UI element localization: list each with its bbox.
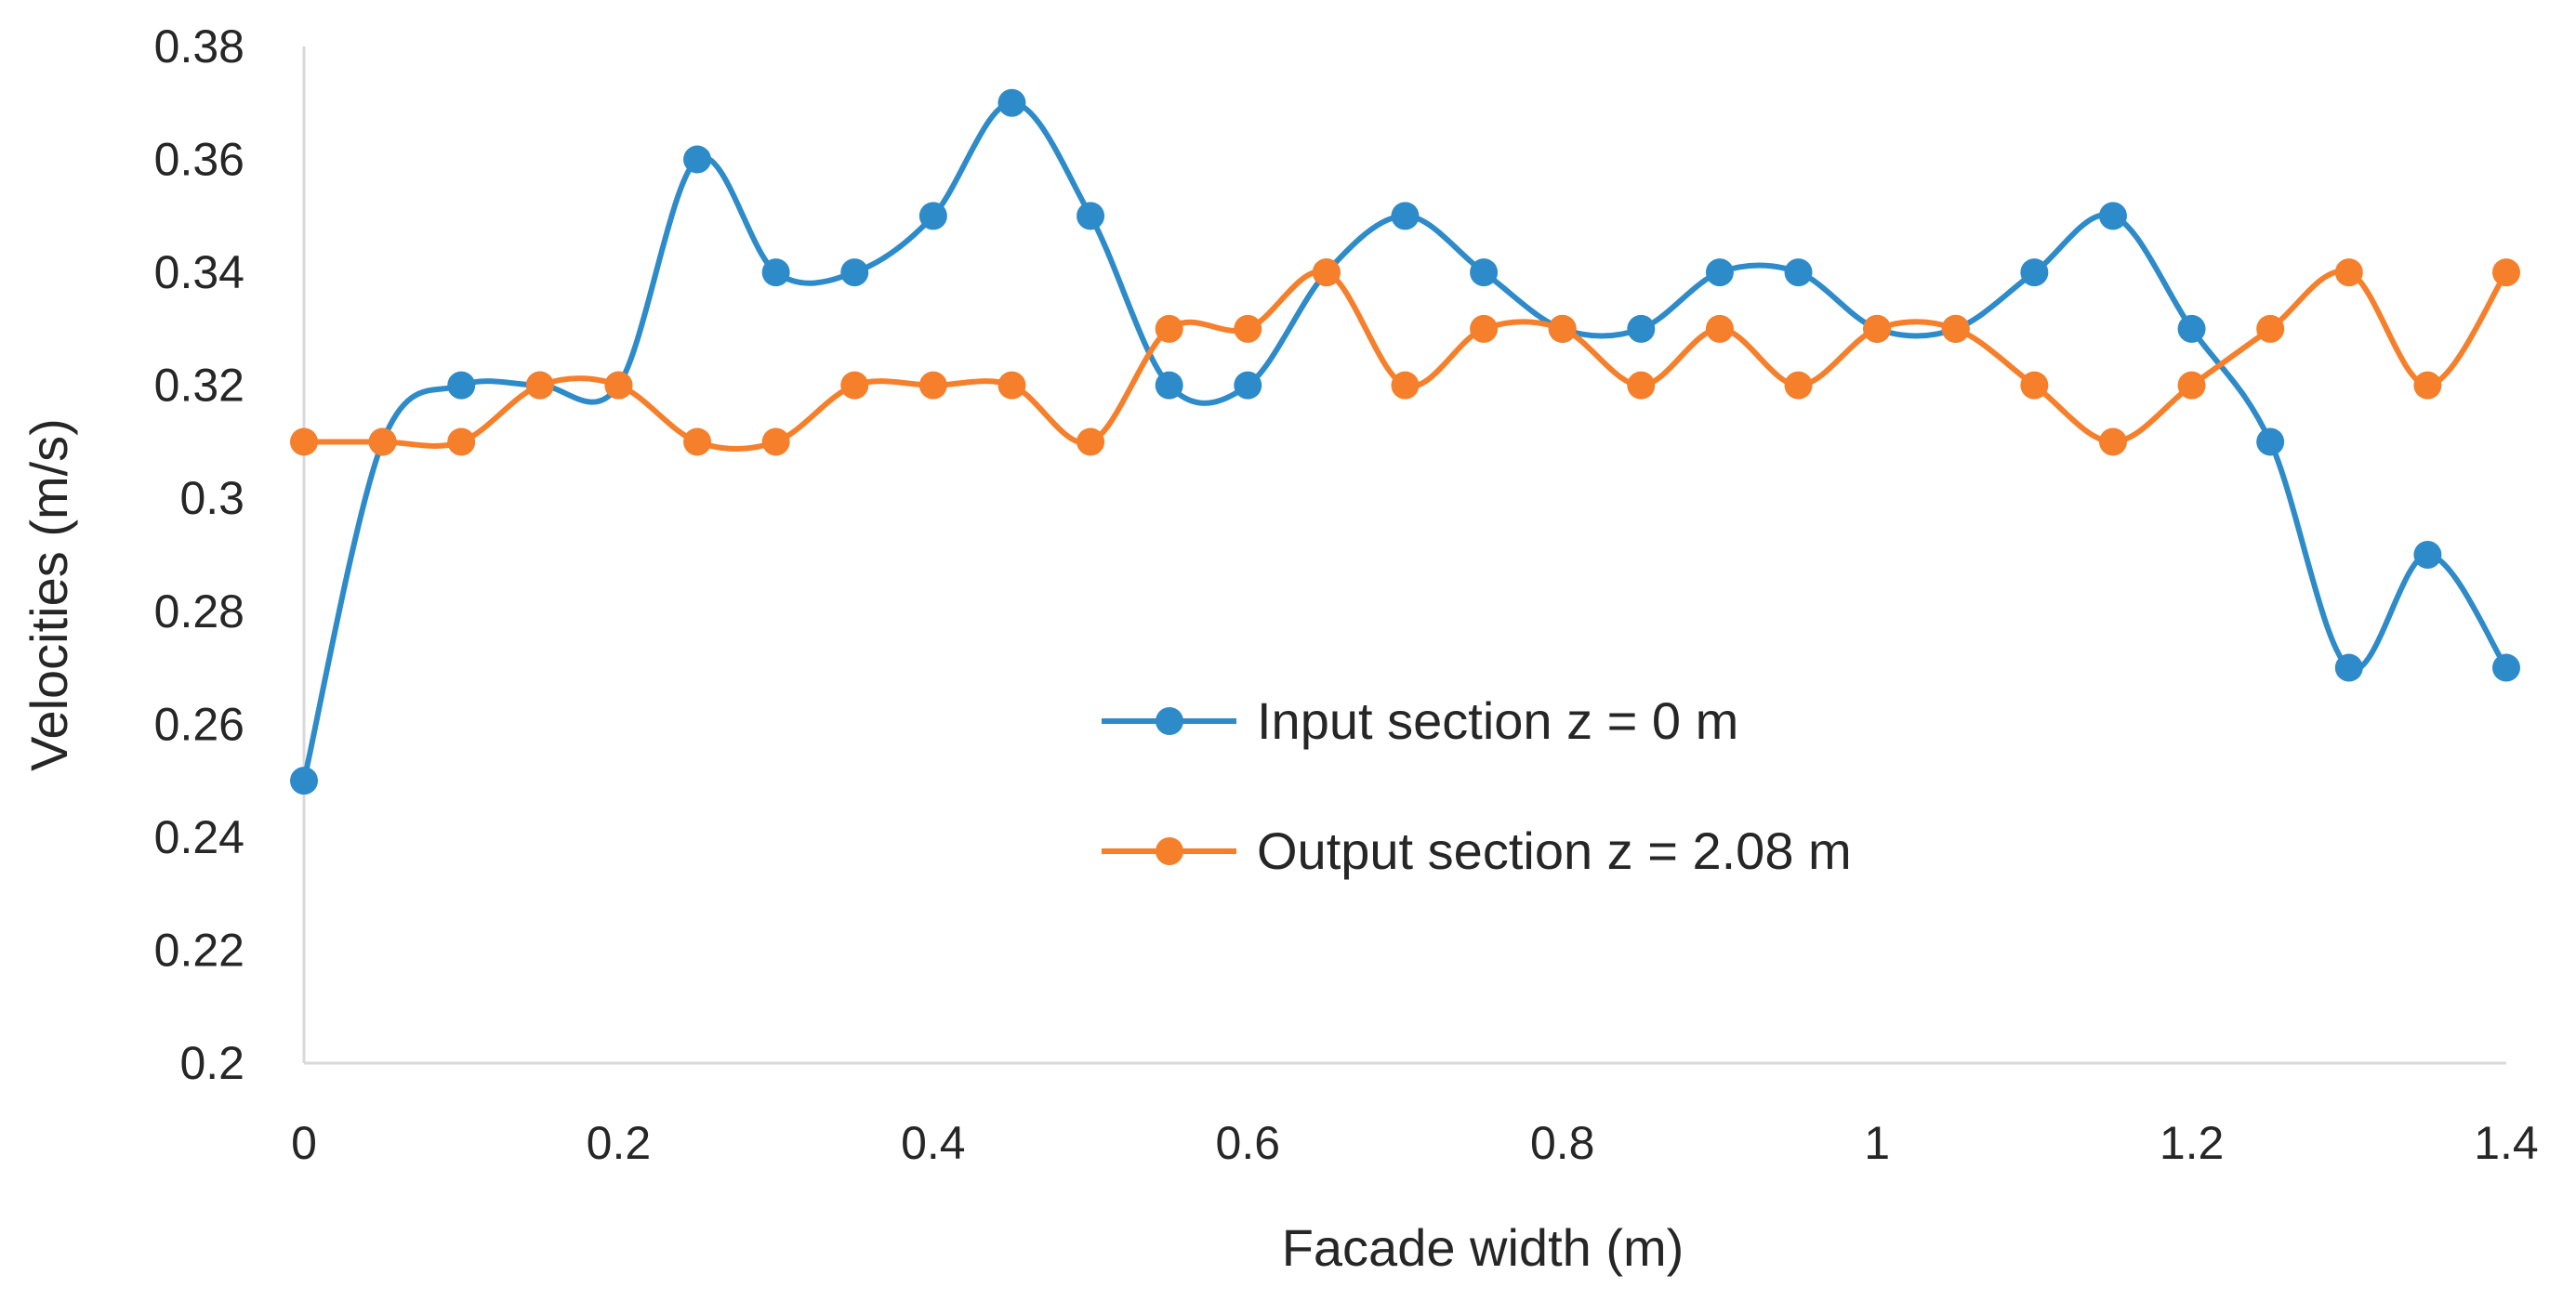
data-point <box>2413 371 2442 400</box>
x-tick-label: 1.2 <box>2160 1117 2225 1169</box>
data-point <box>683 145 712 174</box>
plot-area <box>290 88 2520 795</box>
data-point <box>840 258 869 287</box>
legend-marker <box>1156 707 1183 735</box>
data-point <box>1627 314 1656 343</box>
y-tick-label: 0.38 <box>154 20 244 72</box>
data-point <box>2177 314 2206 343</box>
y-tick-label: 0.3 <box>179 472 244 524</box>
data-point <box>997 371 1026 400</box>
series-output-section <box>290 258 2520 456</box>
data-point <box>1391 371 1420 400</box>
data-point <box>1470 314 1499 343</box>
data-point <box>1077 427 1105 456</box>
data-point <box>525 371 554 400</box>
data-point <box>918 202 947 230</box>
data-point <box>2334 258 2363 287</box>
y-tick-label: 0.22 <box>154 924 244 976</box>
y-axis-title: Velocities (m/s) <box>20 418 78 771</box>
data-point <box>604 371 633 400</box>
x-tick-label: 0 <box>291 1117 317 1169</box>
x-tick-label: 0.4 <box>901 1117 966 1169</box>
data-point <box>290 767 318 795</box>
x-tick-label: 1 <box>1864 1117 1890 1169</box>
data-point <box>2020 371 2049 400</box>
data-point <box>2256 314 2285 343</box>
data-point <box>1705 314 1734 343</box>
data-point <box>447 427 476 456</box>
y-tick-label: 0.26 <box>154 698 244 750</box>
x-tick-label: 0.6 <box>1216 1117 1281 1169</box>
data-point <box>1155 371 1183 400</box>
data-point <box>1705 258 1734 287</box>
data-point <box>2098 202 2127 230</box>
axes: 0.20.220.240.260.280.30.320.340.360.380 0… <box>154 20 2539 1169</box>
y-tick-label: 0.2 <box>179 1037 244 1089</box>
data-point <box>1784 371 1813 400</box>
x-tick-label: 1.4 <box>2474 1117 2539 1169</box>
data-point <box>1470 258 1499 287</box>
data-point <box>2098 427 2127 456</box>
legend-marker <box>1156 837 1183 865</box>
series-line <box>304 268 2509 453</box>
legend-label: Input section z = 0 m <box>1257 691 1738 750</box>
data-point <box>2256 427 2285 456</box>
data-point <box>1312 258 1341 287</box>
y-tick-label: 0.32 <box>154 360 244 412</box>
data-point <box>1234 371 1262 400</box>
data-point <box>2492 653 2520 682</box>
data-point <box>1548 314 1577 343</box>
x-axis-title: Facade width (m) <box>1282 1218 1684 1277</box>
data-point <box>1077 202 1105 230</box>
data-point <box>1627 371 1656 400</box>
data-point <box>683 427 712 456</box>
data-point <box>2177 371 2206 400</box>
data-point <box>368 427 397 456</box>
data-point <box>2020 258 2049 287</box>
y-tick-label: 0.34 <box>154 246 244 298</box>
data-point <box>1941 314 1970 343</box>
data-point <box>1863 314 1892 343</box>
data-point <box>2413 541 2442 569</box>
x-tick-label: 0.8 <box>1530 1117 1595 1169</box>
data-point <box>1784 258 1813 287</box>
series-input-section <box>290 88 2520 795</box>
legend-label: Output section z = 2.08 m <box>1257 821 1852 880</box>
y-tick-label: 0.28 <box>154 585 244 637</box>
data-point <box>761 258 790 287</box>
legend: Input section z = 0 m Output section z = … <box>1102 691 1852 880</box>
data-point <box>918 371 947 400</box>
data-point <box>2334 653 2363 682</box>
data-point <box>761 427 790 456</box>
y-tick-label: 0.36 <box>154 134 244 186</box>
data-point <box>290 427 318 456</box>
data-point <box>447 371 476 400</box>
x-tick-label: 0.2 <box>587 1117 652 1169</box>
data-point <box>1155 314 1183 343</box>
data-point <box>1234 314 1262 343</box>
data-point <box>2492 258 2520 287</box>
data-point <box>997 88 1026 117</box>
y-tick-label: 0.24 <box>154 811 244 863</box>
data-point <box>840 371 869 400</box>
legend-item: Output section z = 2.08 m <box>1102 821 1852 880</box>
data-point <box>1391 202 1420 230</box>
legend-item: Input section z = 0 m <box>1102 691 1738 750</box>
